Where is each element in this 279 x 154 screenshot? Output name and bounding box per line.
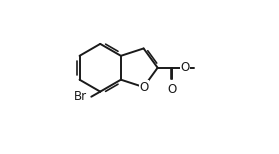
Text: Br: Br bbox=[74, 90, 87, 103]
Text: O: O bbox=[168, 83, 177, 96]
Text: O: O bbox=[181, 61, 190, 74]
Text: O: O bbox=[140, 81, 149, 94]
